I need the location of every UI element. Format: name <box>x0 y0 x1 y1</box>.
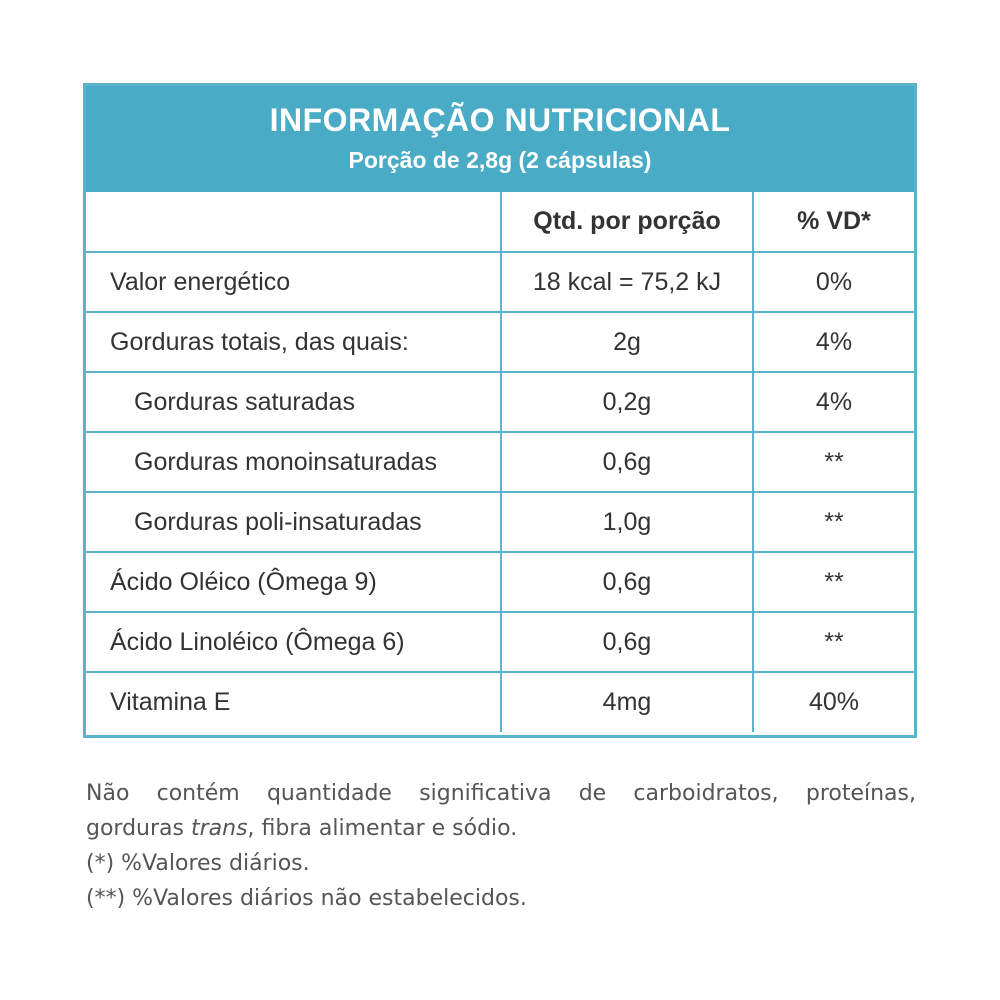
nutrient-label: Ácido Linoléico (Ômega 6) <box>86 611 502 673</box>
nutrition-table: Qtd. por porção % VD* Valor energético 1… <box>86 192 914 732</box>
footnote-text: gorduras <box>86 816 191 841</box>
column-header-quantity: Qtd. por porção <box>500 192 754 253</box>
serving-size: Porção de 2,8g (2 cápsulas) <box>348 147 652 173</box>
nutrient-daily-value: ** <box>752 611 914 673</box>
table-row: Vitamina E 4mg 40% <box>86 671 914 732</box>
table-row: Ácido Oléico (Ômega 9) 0,6g ** <box>86 551 914 613</box>
nutrient-label: Gorduras monoinsaturadas <box>86 431 502 493</box>
column-header-daily-value: % VD* <box>752 192 914 253</box>
nutrient-quantity: 0,6g <box>500 431 754 493</box>
footnote-italic-text: trans <box>190 816 248 841</box>
table-row: Gorduras monoinsaturadas 0,6g ** <box>86 431 914 493</box>
nutrient-daily-value: ** <box>752 491 914 553</box>
nutrient-quantity: 0,6g <box>500 611 754 673</box>
nutrition-title: INFORMAÇÃO NUTRICIONAL <box>269 102 731 138</box>
nutrient-label: Gorduras poli-insaturadas <box>86 491 502 553</box>
footnote-not-significant: Não contém quantidade significativa de c… <box>86 781 916 806</box>
nutrient-quantity: 0,2g <box>500 371 754 433</box>
footnote-text: , fibra alimentar e sódio. <box>247 816 518 841</box>
nutrient-daily-value: 0% <box>752 251 914 313</box>
table-row: Valor energético 18 kcal = 75,2 kJ 0% <box>86 251 914 313</box>
nutrition-header: INFORMAÇÃO NUTRICIONAL Porção de 2,8g (2… <box>86 86 914 192</box>
table-row: Gorduras saturadas 0,2g 4% <box>86 371 914 433</box>
nutrient-quantity: 1,0g <box>500 491 754 553</box>
footnote-not-significant-continued: gorduras trans, fibra alimentar e sódio. <box>86 811 916 846</box>
nutrient-label: Vitamina E <box>86 671 502 732</box>
nutrient-quantity: 0,6g <box>500 551 754 613</box>
nutrient-label: Gorduras totais, das quais: <box>86 311 502 373</box>
nutrient-label: Valor energético <box>86 251 502 313</box>
nutrient-quantity: 18 kcal = 75,2 kJ <box>500 251 754 313</box>
nutrient-daily-value: 40% <box>752 671 914 732</box>
footnote-daily-values: (*) %Valores diários. <box>86 851 310 876</box>
column-header-nutrient <box>86 192 502 253</box>
nutrient-daily-value: 4% <box>752 371 914 433</box>
table-header-row: Qtd. por porção % VD* <box>86 192 914 253</box>
table-row: Gorduras totais, das quais: 2g 4% <box>86 311 914 373</box>
nutrient-daily-value: 4% <box>752 311 914 373</box>
table-row: Ácido Linoléico (Ômega 6) 0,6g ** <box>86 611 914 673</box>
footnotes: Não contém quantidade significativa de c… <box>86 776 916 916</box>
table-row: Gorduras poli-insaturadas 1,0g ** <box>86 491 914 553</box>
nutrient-daily-value: ** <box>752 551 914 613</box>
nutrient-daily-value: ** <box>752 431 914 493</box>
nutrient-quantity: 2g <box>500 311 754 373</box>
nutrient-label: Ácido Oléico (Ômega 9) <box>86 551 502 613</box>
nutrient-quantity: 4mg <box>500 671 754 732</box>
nutrient-label: Gorduras saturadas <box>86 371 502 433</box>
nutrition-facts-panel: INFORMAÇÃO NUTRICIONAL Porção de 2,8g (2… <box>83 83 917 738</box>
footnote-daily-values-not-established: (**) %Valores diários não estabelecidos. <box>86 886 527 911</box>
